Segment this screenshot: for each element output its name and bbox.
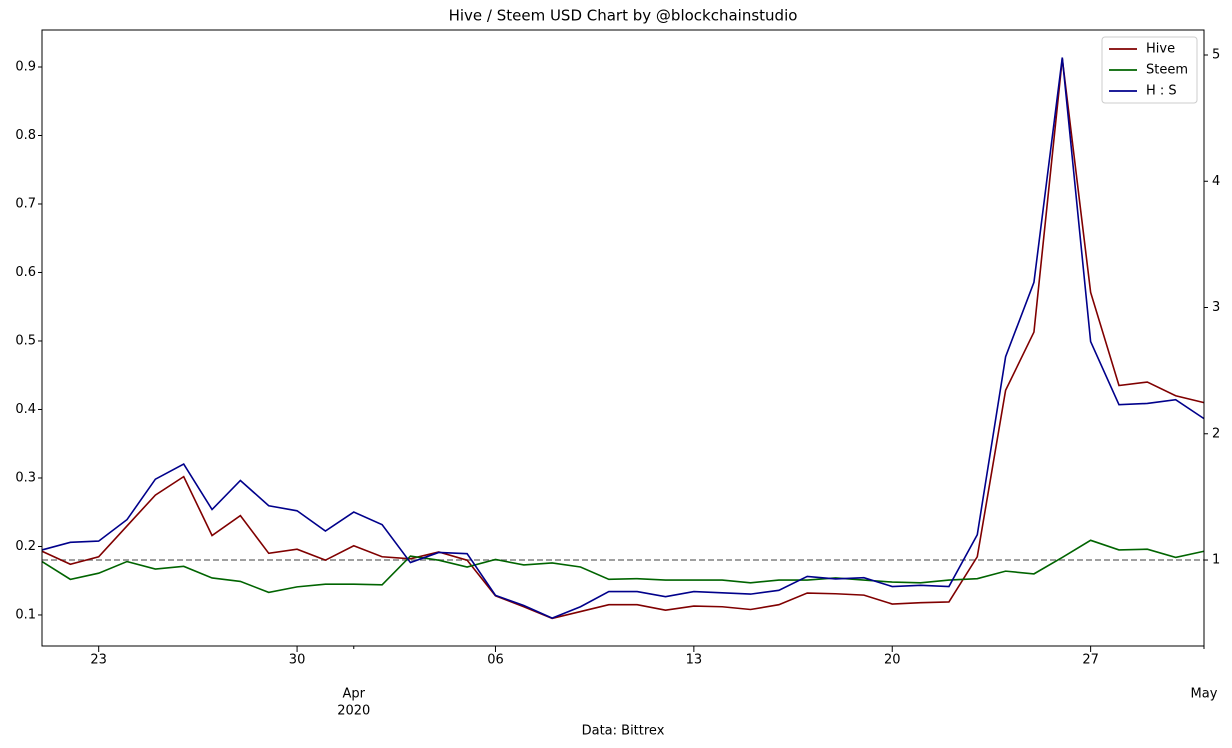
y2-tick-label: 2 [1212, 426, 1220, 441]
y-tick-label: 0.4 [15, 402, 36, 417]
x-tick-label: 30 [289, 653, 306, 668]
x-tick-label: 06 [487, 653, 504, 668]
x-tick-label: 23 [90, 653, 107, 668]
x-tick-label: 27 [1082, 653, 1099, 668]
x-month-label: Apr [343, 687, 366, 702]
y-tick-label: 0.9 [15, 59, 36, 74]
chart-title: Hive / Steem USD Chart by @blockchainstu… [449, 7, 798, 25]
x-year-label: 2020 [337, 704, 370, 719]
y-tick-label: 0.2 [15, 539, 36, 554]
y2-tick-label: 4 [1212, 174, 1220, 189]
series-line [41, 58, 1205, 620]
plot-frame [41, 29, 1205, 647]
y-tick-label: 0.8 [15, 128, 36, 143]
y2-tick-label: 3 [1212, 300, 1220, 315]
x-tick-label: 13 [686, 653, 703, 668]
y-tick-label: 0.5 [15, 333, 36, 348]
y-tick-label: 0.1 [15, 607, 36, 622]
legend-label: H : S [1146, 84, 1177, 99]
y-tick-label: 0.7 [15, 196, 36, 211]
legend-label: Hive [1146, 42, 1175, 57]
y-tick-label: 0.6 [15, 265, 36, 280]
y2-tick-label: 1 [1212, 553, 1220, 568]
x-tick-label: 20 [884, 653, 901, 668]
series-line [41, 57, 1205, 619]
y2-tick-label: 5 [1212, 47, 1220, 62]
x-axis-label: Data: Bittrex [582, 724, 665, 739]
x-month-label: May [1191, 687, 1218, 702]
series-line [41, 539, 1205, 594]
legend-label: Steem [1146, 63, 1188, 78]
y-tick-label: 0.3 [15, 470, 36, 485]
legend-box [1101, 36, 1198, 104]
